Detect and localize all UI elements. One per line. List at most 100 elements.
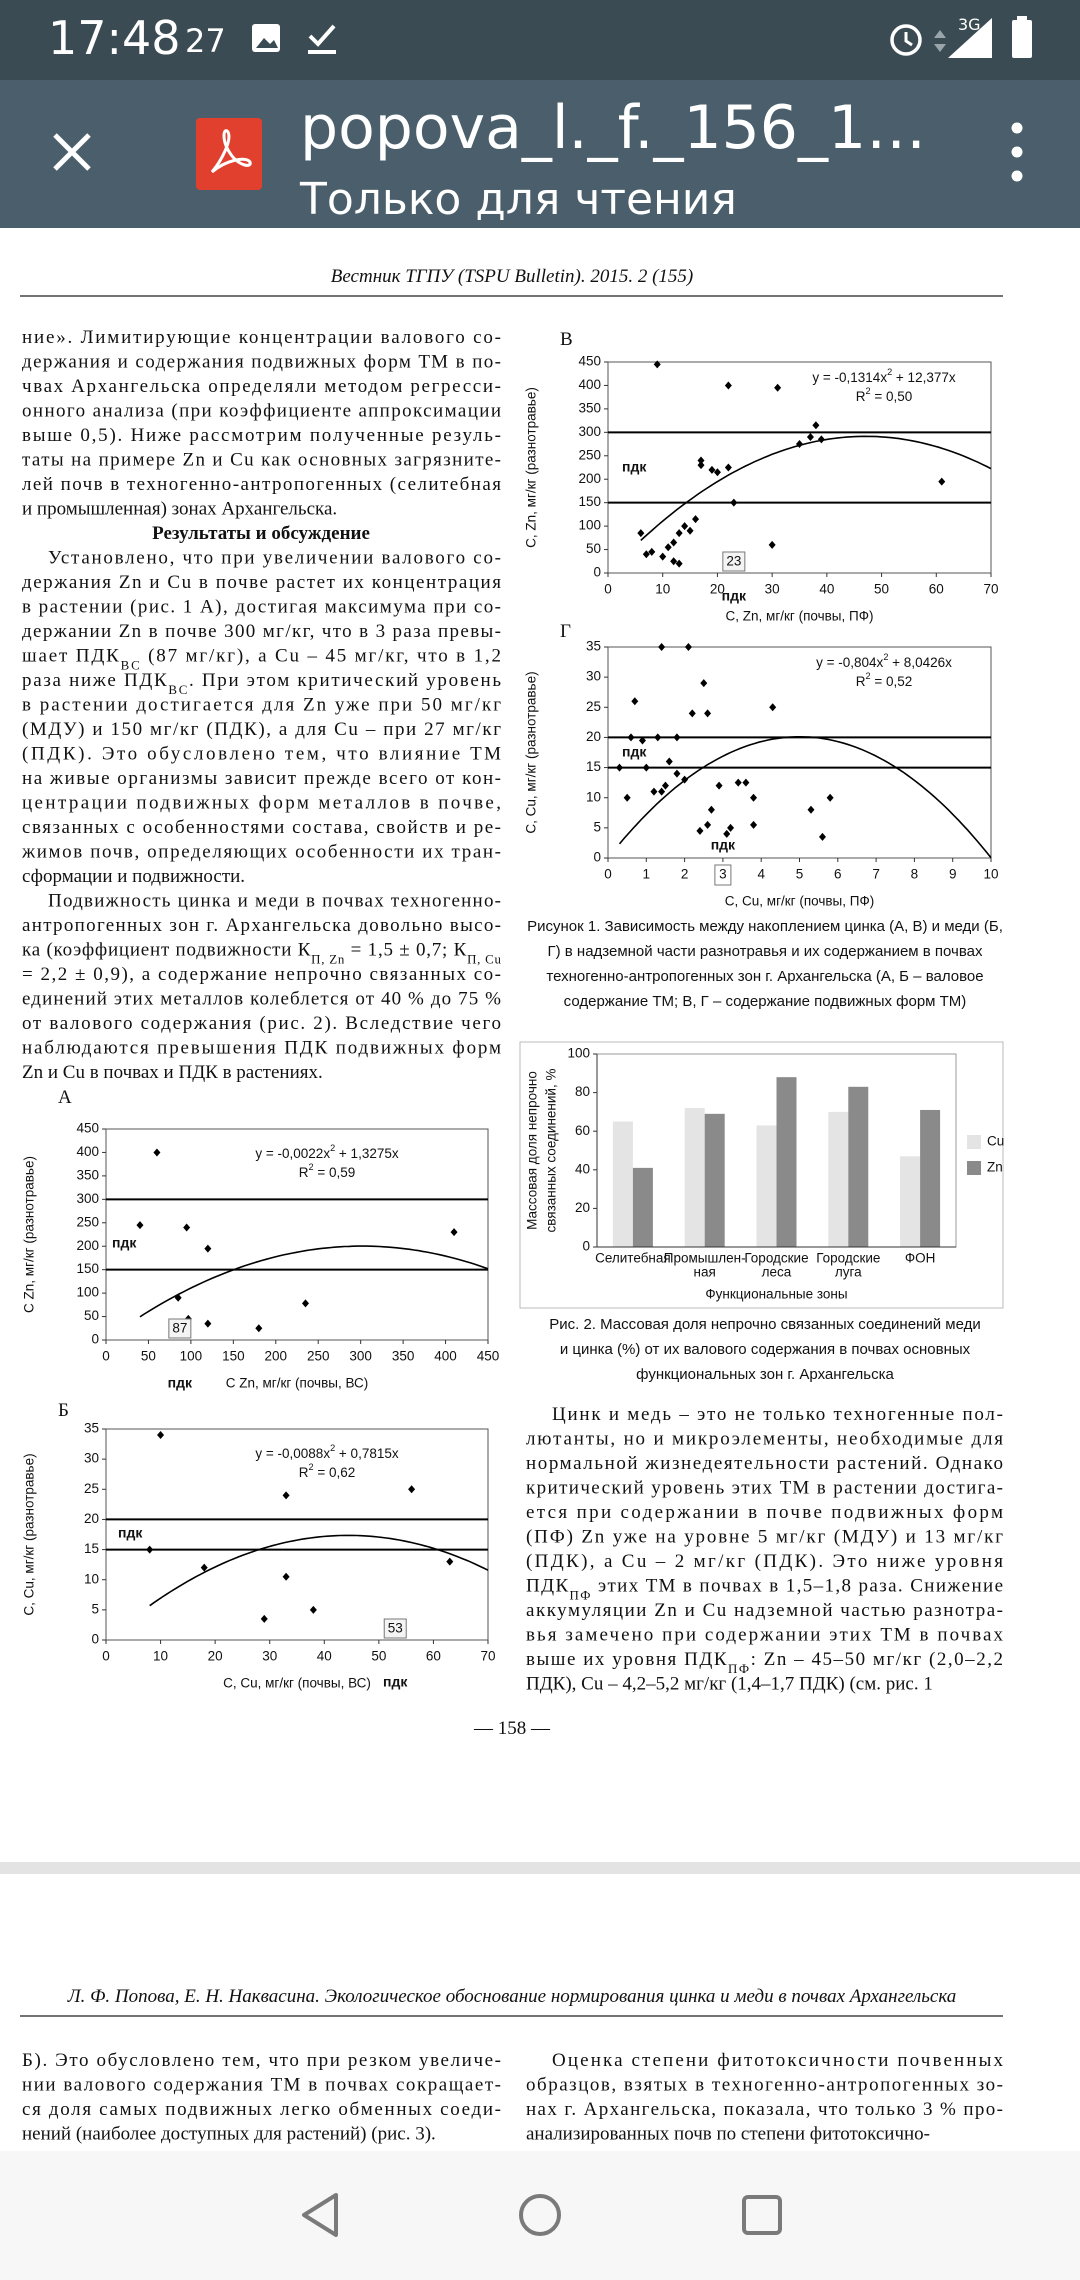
data-point: [670, 557, 678, 566]
x-tick-label: 50: [874, 582, 889, 597]
data-point: [408, 1485, 416, 1494]
x-tick-label: 30: [262, 1649, 277, 1664]
x-tick-label: леса: [762, 1265, 792, 1280]
data-point: [157, 1431, 165, 1440]
y-tick-label: 50: [84, 1308, 99, 1323]
text-run: 2: [883, 652, 888, 662]
pdk-box: [168, 1318, 192, 1339]
figure-caption: функциональных зон г. Архангельска: [636, 1366, 894, 1383]
r-squared: R2 = 0,50: [856, 386, 913, 403]
text-line: нормальной жизнедеятельности растений. О…: [526, 1453, 1003, 1474]
data-point: [681, 522, 689, 531]
trend-curve: [149, 1534, 489, 1607]
back-button[interactable]: [302, 2193, 338, 2237]
legend-label: Zn: [987, 1160, 1003, 1175]
bar: [776, 1077, 797, 1247]
data-point: [282, 1572, 290, 1581]
content: ние». Лимитирующие концентрации валового…: [21, 327, 1004, 2145]
y-tick-label: 250: [578, 447, 601, 462]
data-point: [707, 805, 715, 814]
x-tick-label: 450: [477, 1349, 500, 1364]
y-tick-label: 400: [76, 1144, 99, 1159]
data-point: [153, 1148, 161, 1157]
y-tick-label: 0: [593, 850, 601, 865]
text-line: Б). Это обусловлено тем, что при резком …: [22, 2050, 501, 2071]
data-point: [697, 456, 705, 465]
data-point: [200, 1563, 208, 1572]
text-line: Подвижность цинка и меди в почвах техног…: [48, 891, 501, 912]
pdk-label: пдк: [118, 1525, 143, 1541]
x-tick-label: 300: [349, 1349, 372, 1364]
y-tick-label: 450: [76, 1121, 99, 1136]
y-tick-label: 10: [84, 1571, 99, 1586]
more-options[interactable]: [1011, 122, 1023, 182]
text-run: ПФ: [570, 1587, 591, 1602]
x-tick-label: 4: [757, 867, 765, 882]
y-tick-label: 150: [578, 494, 601, 509]
y-tick-label: 25: [84, 1481, 99, 1496]
x-tick-label: ная: [694, 1265, 716, 1280]
text-run: ВС: [168, 682, 187, 697]
data-point: [769, 703, 777, 712]
text-line: связанных с особенностями состава, свойс…: [22, 817, 501, 838]
bar: [900, 1156, 921, 1247]
close-button[interactable]: [53, 133, 91, 171]
text-run: ка (коэффициент подвижности К: [22, 940, 311, 961]
data-point: [724, 381, 732, 390]
x-tick-label: 5: [796, 867, 804, 882]
x-tick-label: 0: [102, 1349, 110, 1364]
data-point: [675, 559, 683, 568]
data-point: [659, 552, 667, 561]
data-point: [727, 823, 735, 832]
pdk-label: пдк: [383, 1674, 408, 1690]
data-point: [812, 421, 820, 430]
y-tick-label: 350: [578, 400, 601, 415]
text-run: 2: [865, 386, 870, 396]
pdk-box: [722, 551, 746, 572]
text-line: ПДК), Cu – 4,2–5,2 мг/кг (1,4–1,7 ПДК) (…: [526, 1674, 933, 1695]
y-tick-label: 0: [91, 1332, 99, 1347]
text-line: раза ниже ПДК ВС. При этом критический ур…: [22, 670, 501, 697]
text-line: шает ПДК ВС (87 мг/кг), а Cu – 45 мг/кг, …: [22, 646, 501, 673]
text-run: R: [856, 674, 866, 689]
y-tick-label: 80: [575, 1084, 590, 1099]
text-run: y = -0,0088x: [255, 1446, 330, 1461]
text-line: (ПДК), а Cu – 2 мг/кг (ПДК). Это ниже ур…: [526, 1551, 1003, 1572]
regression-equation: y = -0,804x2 + 8,0426x: [816, 652, 952, 669]
x-tick-label: 20: [710, 582, 725, 597]
data-point: [658, 643, 666, 651]
text-run: ПДК: [526, 1576, 568, 1597]
trend-curve: [139, 1245, 489, 1318]
y-axis-label: С Zn, мг/кг (разнотравье): [22, 1156, 37, 1313]
text-line: (ПФ) Zn уже на уровне 5 мг/кг (МДУ) и 13…: [526, 1527, 1003, 1548]
y-tick-label: 100: [567, 1046, 590, 1061]
data-point: [742, 778, 750, 787]
y-tick-label: 30: [586, 669, 601, 684]
data-point: [688, 709, 696, 718]
x-tick-label: ФОН: [905, 1251, 936, 1266]
text-line: в растении (рис. 1 А), достигая максимум…: [22, 597, 501, 618]
y-tick-label: 0: [91, 1632, 99, 1647]
text-line: (МДУ) и 150 мг/кг (ПДК), а для Cu – при …: [22, 719, 501, 740]
data-point: [704, 709, 712, 718]
y-tick-label: 20: [575, 1200, 590, 1215]
pdk-box: [714, 864, 732, 886]
recents-button[interactable]: [742, 2195, 782, 2235]
text-run: R: [856, 389, 866, 404]
y-tick-label: 0: [593, 565, 601, 580]
data-point: [700, 679, 708, 688]
data-point: [661, 781, 669, 790]
data-point: [648, 547, 656, 556]
x-axis-label: Функциональные зоны: [705, 1287, 847, 1302]
text-line: = 2,2 ± 0,9), а содержание непрочно связ…: [22, 964, 501, 985]
text-run: y = -0,1314x: [812, 370, 887, 385]
home-button[interactable]: [519, 2194, 561, 2236]
text-line: нений (наиболее доступных для растений) …: [22, 2124, 436, 2145]
r-squared: R2 = 0,52: [856, 671, 913, 688]
text-line: чвах Архангельска определяли методом рег…: [22, 376, 501, 397]
x-tick-label: 40: [819, 582, 834, 597]
y-tick-label: 150: [76, 1261, 99, 1276]
y-axis-label: С, Zn, мг/кг (разнотравье): [524, 387, 539, 548]
